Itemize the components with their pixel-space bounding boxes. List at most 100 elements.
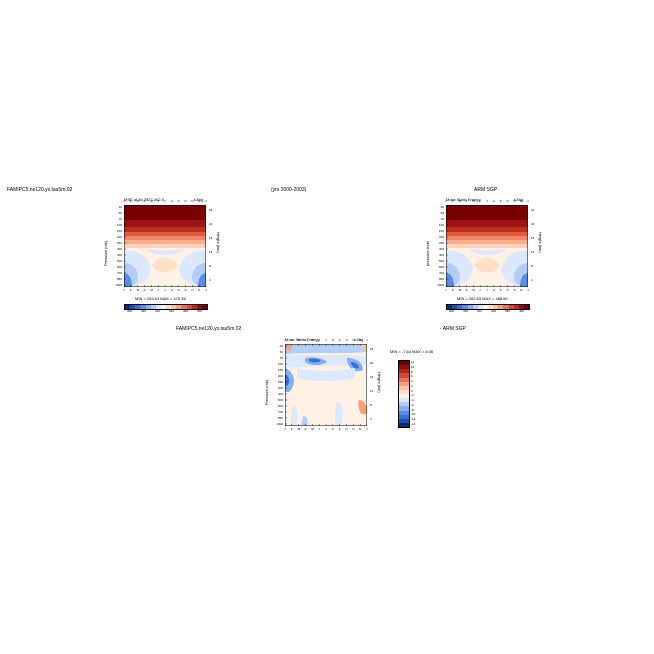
x-tick-label: M	[136, 288, 140, 292]
contour-band	[358, 400, 367, 414]
y-tick-label: 850	[438, 277, 444, 281]
colorbar-swatch	[399, 410, 409, 415]
x-tick-label: J	[486, 199, 488, 203]
colorbar-swatch	[181, 305, 187, 309]
y-tick-label: 70	[440, 217, 444, 221]
y-tick-label: 50	[440, 211, 444, 215]
colorbar-swatch	[125, 305, 131, 309]
x-tick-label: J	[157, 199, 159, 203]
right-ylabel-right: Height (km)	[538, 232, 543, 253]
x-tick-label: J	[325, 338, 327, 342]
y-tick-label: 1000	[437, 283, 444, 287]
y-tick-label: 700	[116, 271, 122, 275]
x-tick-label: J	[284, 338, 286, 342]
x-tick-label: S	[177, 288, 180, 292]
colorbar-swatch	[130, 305, 136, 309]
colorbar-swatch	[176, 305, 182, 309]
contour-band	[285, 344, 367, 354]
height-tick-label: 4	[370, 417, 372, 421]
colorbar-label: 340	[155, 309, 161, 313]
left-colorbar	[124, 304, 208, 310]
y-tick-label: 100	[116, 223, 122, 227]
colorbar-label: 0	[411, 388, 413, 393]
colorbar-swatch	[201, 305, 207, 309]
y-tick-label: 600	[438, 265, 444, 269]
x-tick-label: N	[191, 288, 194, 292]
x-tick-label: F	[290, 338, 293, 342]
colorbar-swatch	[523, 305, 529, 309]
y-tick-label: 700	[438, 271, 444, 275]
x-tick-label: M	[311, 338, 314, 342]
colorbar-swatch	[472, 305, 478, 309]
contour-band	[446, 232, 528, 236]
colorbar-swatch	[399, 389, 409, 394]
contour-band	[198, 273, 206, 287]
height-tick-label: 8	[531, 264, 533, 268]
colorbar-swatch	[140, 305, 146, 309]
x-tick-label: M	[297, 338, 301, 342]
colorbar-swatch	[477, 305, 483, 309]
y-tick-label: 300	[277, 386, 283, 390]
x-tick-label: O	[506, 199, 509, 203]
x-tick-label: O	[345, 427, 348, 431]
x-tick-label: A	[143, 288, 146, 292]
right-colorbar-labels: 300 320 340 360 380 400	[446, 310, 528, 314]
x-tick-label: F	[451, 199, 454, 203]
colorbar-swatch	[447, 305, 453, 309]
x-tick-label: O	[184, 288, 187, 292]
x-tick-label: M	[136, 199, 140, 203]
left-units: kJ/kg	[194, 197, 204, 202]
right-units: kJ/kg	[514, 197, 524, 202]
x-tick-label: A	[304, 427, 307, 431]
x-tick-label: M	[472, 199, 475, 203]
height-tick-label: 8	[209, 264, 211, 268]
colorbar-swatch	[498, 305, 504, 309]
left-ylabel-right: Height (km)	[216, 232, 221, 253]
x-tick-label: A	[143, 199, 146, 203]
colorbar-label: 380	[505, 309, 511, 313]
diff-colorbar	[398, 360, 410, 428]
colorbar-label: -4	[411, 398, 414, 403]
x-tick-label: M	[311, 427, 314, 431]
colorbar-swatch	[399, 365, 409, 370]
x-tick-label: A	[331, 427, 334, 431]
contour-band	[468, 249, 506, 255]
diff-ylabel: Pressure (mb)	[264, 379, 269, 405]
x-tick-label: M	[297, 427, 301, 431]
x-tick-label: S	[499, 288, 502, 292]
colorbar-label: 300	[449, 309, 455, 313]
contour-band	[351, 362, 359, 369]
y-tick-label: 1000	[276, 422, 283, 426]
x-tick-label: J	[318, 338, 320, 342]
contour-band	[297, 368, 355, 381]
contour-band	[285, 374, 290, 386]
x-tick-label: J	[205, 288, 207, 292]
colorbar-label: -12	[411, 417, 416, 422]
colorbar-swatch	[399, 394, 409, 399]
height-tick-label: 16	[209, 236, 213, 240]
x-tick-label: J	[157, 288, 159, 292]
colorbar-label: 360	[169, 309, 175, 313]
height-tick-label: 20	[531, 222, 535, 226]
x-tick-label: O	[345, 338, 348, 342]
y-tick-label: 600	[116, 265, 122, 269]
height-tick-label: 4	[531, 278, 533, 282]
y-tick-label: 200	[277, 374, 283, 378]
x-tick-label: N	[513, 199, 516, 203]
x-tick-label: D	[520, 288, 523, 292]
x-tick-label: M	[472, 288, 475, 292]
colorbar-swatch	[191, 305, 197, 309]
y-tick-label: 250	[438, 241, 444, 245]
colorbar-swatch	[145, 305, 151, 309]
y-tick-label: 200	[438, 235, 444, 239]
y-tick-label: 20	[279, 344, 283, 348]
x-tick-label: A	[492, 288, 495, 292]
y-tick-label: 600	[277, 404, 283, 408]
left-ylabel: Pressure (mb)	[103, 240, 108, 266]
colorbar-swatch	[399, 369, 409, 374]
x-tick-label: F	[129, 199, 132, 203]
colorbar-label: -2	[411, 393, 414, 398]
colorbar-label: 8	[411, 369, 413, 374]
x-tick-label: J	[445, 288, 447, 292]
colorbar-label: 2	[411, 383, 413, 388]
